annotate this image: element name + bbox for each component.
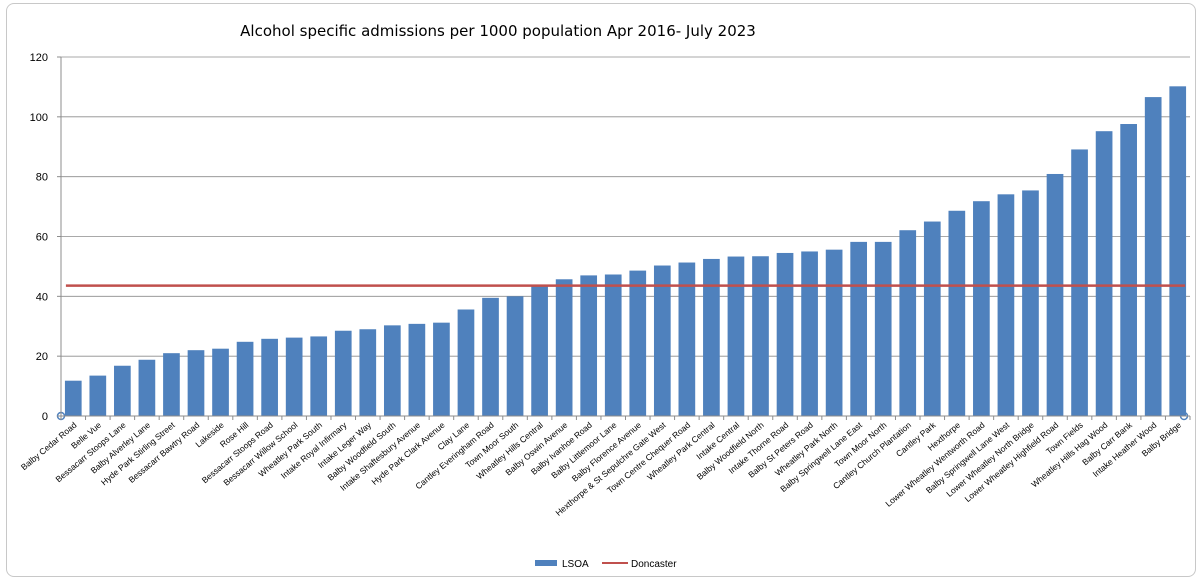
bar [801, 251, 818, 416]
y-tick-label: 0 [42, 411, 48, 423]
bar [433, 322, 450, 416]
y-tick-label: 80 [36, 172, 48, 184]
bar [1071, 149, 1088, 416]
bar [236, 341, 254, 416]
y-tick-labels: 0 20 40 60 80 100 120 [30, 52, 48, 423]
bar [1022, 190, 1039, 416]
bar [555, 279, 573, 416]
bar [727, 256, 745, 416]
bar [114, 365, 131, 416]
bar [678, 262, 696, 416]
bar [1144, 97, 1162, 417]
y-tick-label: 20 [36, 351, 48, 363]
bar [703, 258, 720, 416]
y-tick-label: 40 [36, 291, 48, 303]
bar [825, 249, 843, 416]
gridlines [61, 56, 1190, 357]
bar [850, 241, 868, 416]
bar [408, 323, 426, 416]
bar [604, 274, 622, 416]
bar [359, 329, 377, 416]
bar [874, 241, 892, 416]
bar [163, 353, 180, 416]
bars [64, 86, 1187, 417]
bar [383, 325, 401, 416]
bar [776, 252, 794, 416]
bar [948, 210, 966, 416]
bar [138, 359, 156, 416]
bar [482, 297, 499, 416]
bar [89, 375, 107, 416]
legend-label-lsoa: LSOA [562, 559, 589, 570]
bar [752, 256, 769, 416]
bar [923, 221, 941, 416]
legend-swatch-lsoa [535, 560, 557, 566]
bar [506, 296, 524, 416]
bar [310, 336, 328, 416]
bar [187, 350, 205, 416]
bar [457, 309, 475, 416]
bar [212, 348, 229, 416]
bar [629, 270, 647, 416]
bar [653, 265, 671, 416]
y-tick-label: 100 [30, 112, 48, 124]
bar [997, 194, 1015, 416]
bar [531, 285, 548, 416]
bar [973, 201, 990, 416]
bar [64, 380, 82, 416]
y-tick-label: 120 [30, 52, 48, 64]
bar [261, 338, 278, 416]
axes [57, 56, 1191, 420]
bar [1120, 124, 1137, 416]
bar [334, 330, 352, 416]
bar [1095, 131, 1113, 416]
legend-label-doncaster: Doncaster [631, 559, 677, 570]
bar [1169, 86, 1187, 417]
chart-title: Alcohol specific admissions per 1000 pop… [240, 22, 756, 40]
bar [899, 230, 917, 416]
legend: LSOA Doncaster [535, 559, 677, 570]
y-tick-label: 60 [36, 232, 48, 244]
bar [285, 337, 303, 416]
bar [1046, 173, 1064, 416]
bar [580, 275, 598, 416]
